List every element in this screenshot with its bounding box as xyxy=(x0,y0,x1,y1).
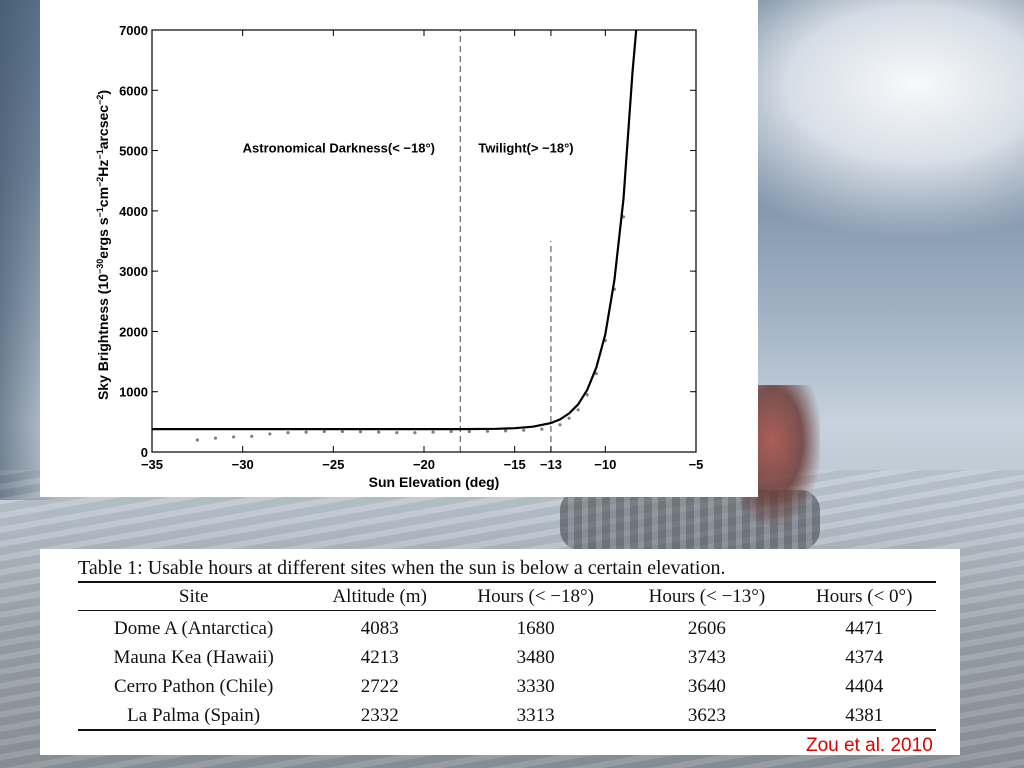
cell-hours-13: 3743 xyxy=(687,646,726,668)
chart-panel: −35 −30 −25 −20 −15 −13 −10 −5 0 1000 2000 3000 4000… xyxy=(40,0,758,497)
cell-site: Cerro Pathon (Chile) xyxy=(113,675,274,697)
observation-point xyxy=(449,429,453,434)
y-axis-label-part: −1 xyxy=(95,207,105,217)
cell-hours-0: 4404 xyxy=(845,675,884,697)
observation-point xyxy=(504,429,508,433)
y-axis-label-part: ergs s xyxy=(95,217,111,258)
y-tick-label: 0 xyxy=(141,445,148,460)
table-row: Mauna Kea (Hawaii) 4213 3480 3743 4374 xyxy=(78,643,936,672)
observation-point xyxy=(377,430,381,434)
cell-site: Dome A (Antarctica) xyxy=(113,617,274,639)
header-site: Site xyxy=(178,585,209,607)
table-top-rule xyxy=(78,581,936,583)
sky-brightness-chart: −35 −30 −25 −20 −15 −13 −10 −5 0 1000 2000 3000 4000… xyxy=(95,23,703,490)
observation-point xyxy=(576,408,580,412)
table-row: Dome A (Antarctica) 4083 1680 2606 4471 xyxy=(78,610,936,643)
x-tick-label: −10 xyxy=(594,457,616,472)
y-tick-label: 1000 xyxy=(119,385,148,400)
observation-point xyxy=(594,372,598,376)
cell-hours-18: 3313 xyxy=(516,704,555,726)
observation-point xyxy=(213,436,218,440)
cell-hours-0: 4381 xyxy=(845,704,884,726)
table-header-row: Site Altitude (m) Hours (< −18°) Hours (… xyxy=(78,583,936,610)
cell-hours-0: 4471 xyxy=(845,617,884,639)
x-axis-label: Sun Elevation (deg) xyxy=(369,474,500,490)
plot-area: −35 −30 −25 −20 −15 −13 −10 −5 0 1000 2000 3000 4000… xyxy=(119,23,703,472)
table-row: La Palma (Spain) 2332 3313 3623 4381 xyxy=(78,701,936,730)
y-axis-label-part: cm xyxy=(95,187,111,207)
cell-altitude: 2722 xyxy=(360,675,399,697)
table-row: Cerro Pathon (Chile) 2722 3330 3640 4404 xyxy=(78,672,936,701)
annotation-twilight: Twilight(> −18°) xyxy=(478,140,573,155)
observation-point xyxy=(358,430,363,434)
fit-curve xyxy=(152,30,638,431)
table-panel: Table 1: Usable hours at different sites… xyxy=(40,549,960,755)
y-tick-label: 4000 xyxy=(119,204,148,219)
cell-hours-18: 3330 xyxy=(516,675,555,697)
observation-point xyxy=(340,429,344,434)
observation-point xyxy=(286,431,290,435)
usable-hours-table: Site Altitude (m) Hours (< −18°) Hours (… xyxy=(78,583,936,730)
observation-point xyxy=(431,430,435,434)
cell-hours-18: 3480 xyxy=(516,646,555,668)
y-axis-label-part: arcsec xyxy=(95,105,111,150)
y-axis-label-part: Sky Brightness (10 xyxy=(95,274,111,400)
observation-point xyxy=(413,431,417,435)
header-altitude: Altitude (m) xyxy=(332,585,427,607)
observation-point xyxy=(304,430,308,434)
cell-hours-18: 1680 xyxy=(516,617,555,639)
annotation-darkness: Astronomical Darkness(< −18°) xyxy=(243,140,435,155)
cell-altitude: 2332 xyxy=(360,704,399,726)
cell-hours-0: 4374 xyxy=(845,646,884,668)
observation-point xyxy=(585,393,589,397)
x-tick-label: −35 xyxy=(141,457,163,472)
x-tick-label: −5 xyxy=(689,457,704,472)
cell-hours-13: 2606 xyxy=(687,617,726,639)
table-bottom-rule xyxy=(78,729,936,731)
y-axis-label-part: −2 xyxy=(95,177,105,187)
y-tick-label: 5000 xyxy=(119,144,148,159)
cell-site: Mauna Kea (Hawaii) xyxy=(113,646,274,668)
y-axis-label: Sky Brightness (10−30ergs s−1cm−2Hz−1arc… xyxy=(95,90,111,400)
observation-point xyxy=(232,435,236,439)
x-tick-label: −30 xyxy=(232,457,254,472)
observation-point xyxy=(250,434,254,438)
y-axis-label-part: −2 xyxy=(95,95,105,105)
header-hours-0: Hours (< 0°) xyxy=(816,585,913,607)
y-axis-label-part: ) xyxy=(95,90,111,95)
cell-altitude: 4213 xyxy=(360,646,399,668)
table-caption: Table 1: Usable hours at different sites… xyxy=(78,557,726,579)
observation-point xyxy=(467,429,471,434)
observation-point xyxy=(567,416,571,420)
y-axis-label-part: −30 xyxy=(95,259,105,274)
observation-point xyxy=(268,432,272,436)
observation-point xyxy=(485,429,490,433)
cell-hours-13: 3623 xyxy=(687,704,726,726)
observation-point xyxy=(195,438,199,442)
axes-frame xyxy=(151,29,697,453)
x-tick-label: −13 xyxy=(540,457,562,472)
x-tick-label: −25 xyxy=(322,457,344,472)
cell-site: La Palma (Spain) xyxy=(127,704,261,726)
observation-point xyxy=(522,428,526,432)
observation-points xyxy=(195,215,626,442)
observation-point xyxy=(540,427,544,431)
header-hours-18: Hours (< −18°) xyxy=(477,585,594,607)
observation-point xyxy=(322,429,326,434)
y-tick-label: 6000 xyxy=(119,83,148,98)
cell-altitude: 4083 xyxy=(360,617,399,639)
y-axis-label-part: Hz xyxy=(95,160,111,177)
observation-point xyxy=(558,423,562,427)
y-tick-label: 3000 xyxy=(119,264,148,279)
y-tick-label: 7000 xyxy=(119,23,148,38)
citation: Zou et al. 2010 xyxy=(806,735,933,756)
y-tick-label: 2000 xyxy=(119,324,148,339)
x-tick-label: −15 xyxy=(504,457,526,472)
header-hours-13: Hours (< −13°) xyxy=(648,585,766,607)
cell-hours-13: 3640 xyxy=(687,675,726,697)
y-axis-label-part: −1 xyxy=(95,149,105,159)
x-tick-label: −20 xyxy=(413,457,435,472)
observation-point xyxy=(395,431,399,435)
table-header-rule xyxy=(78,610,936,611)
